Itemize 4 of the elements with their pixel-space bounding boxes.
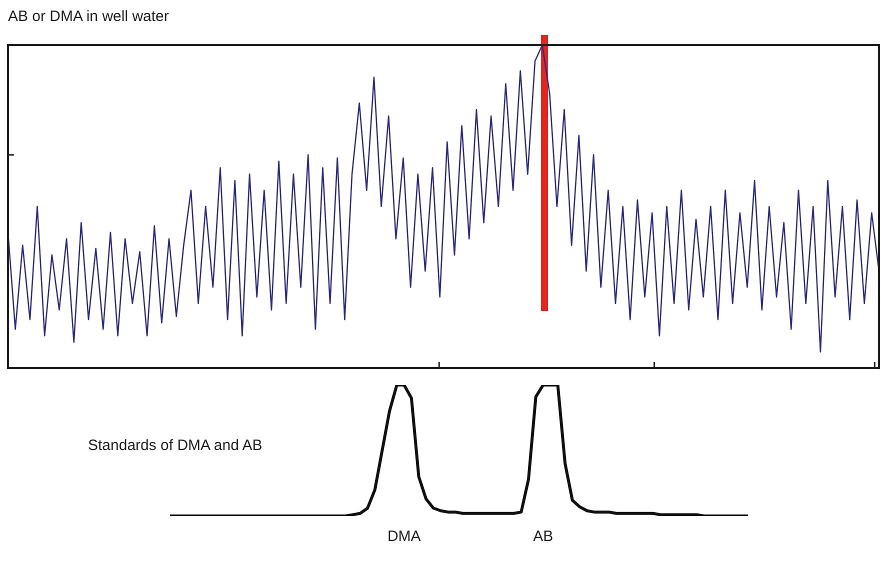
text: Standards of DMA and AB (88, 437, 262, 454)
chart-title: AB or DMA in well water (8, 8, 169, 25)
x-tick-label: AB (533, 528, 554, 546)
x-tick-label: DMA (387, 528, 421, 546)
